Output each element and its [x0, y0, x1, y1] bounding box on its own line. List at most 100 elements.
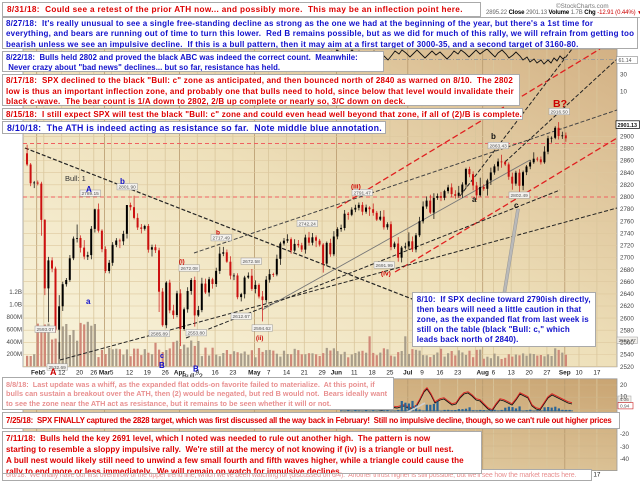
svg-text:9: 9: [420, 370, 424, 377]
svg-text:2760: 2760: [620, 218, 634, 225]
svg-text:26: 26: [90, 370, 98, 377]
svg-text:600M: 600M: [7, 326, 22, 333]
svg-text:6: 6: [492, 370, 496, 377]
svg-text:2540: 2540: [620, 352, 634, 359]
svg-text:1.0B: 1.0B: [9, 302, 22, 309]
svg-text:Sep: Sep: [559, 370, 571, 377]
svg-text:30: 30: [620, 72, 627, 79]
svg-text:-40: -40: [620, 456, 630, 463]
svg-text:2612.67: 2612.67: [233, 314, 251, 320]
svg-text:2801.90: 2801.90: [119, 185, 137, 191]
svg-text:400M: 400M: [7, 339, 22, 346]
svg-text:16: 16: [436, 370, 444, 377]
svg-text:2791.47: 2791.47: [354, 190, 372, 196]
svg-text:2820: 2820: [620, 182, 634, 189]
svg-text:May: May: [248, 370, 261, 377]
svg-text:Bull: 1: Bull: 1: [65, 174, 86, 183]
svg-text:b: b: [120, 177, 125, 186]
svg-text:25: 25: [386, 370, 394, 377]
svg-text:11: 11: [351, 370, 358, 377]
svg-text:A: A: [50, 367, 57, 377]
svg-text:a: a: [472, 195, 477, 204]
svg-text:2742.24: 2742.24: [299, 221, 317, 227]
svg-text:2802.49: 2802.49: [511, 193, 529, 199]
svg-text:(ii): (ii): [256, 336, 263, 342]
svg-text:2916.50: 2916.50: [551, 109, 569, 115]
svg-text:12: 12: [58, 370, 66, 377]
svg-text:2740: 2740: [620, 231, 634, 238]
svg-text:B: B: [193, 365, 199, 374]
svg-text:5: 5: [110, 370, 114, 377]
svg-text:Jul: Jul: [403, 370, 412, 377]
svg-text:2672.58: 2672.58: [243, 259, 261, 265]
svg-text:21: 21: [301, 370, 309, 377]
svg-text:12: 12: [126, 370, 134, 377]
svg-text:5: 5: [42, 370, 46, 377]
svg-text:-30: -30: [620, 444, 630, 451]
svg-text:A: A: [86, 185, 92, 194]
svg-text:23: 23: [454, 370, 462, 377]
svg-text:2789.15: 2789.15: [82, 191, 100, 197]
svg-text:2593.07: 2593.07: [37, 327, 55, 333]
svg-text:Mar: Mar: [99, 370, 111, 377]
svg-text:Jun: Jun: [331, 370, 342, 377]
svg-text:2594.62: 2594.62: [254, 326, 272, 332]
svg-text:Bull: 2: Bull: 2: [182, 372, 203, 381]
svg-text:c: c: [514, 201, 519, 210]
svg-text:-20: -20: [620, 431, 630, 438]
svg-text:1.2B: 1.2B: [9, 289, 22, 296]
svg-text:2520: 2520: [620, 364, 634, 371]
svg-text:2620: 2620: [620, 303, 634, 310]
svg-text:(i): (i): [179, 260, 185, 266]
svg-text:2840: 2840: [620, 170, 634, 177]
svg-text:2780: 2780: [620, 206, 634, 213]
svg-text:13: 13: [508, 370, 516, 377]
svg-text:23: 23: [229, 370, 237, 377]
svg-text:c: c: [160, 353, 164, 360]
svg-text:b: b: [491, 132, 496, 141]
svg-text:2585.89: 2585.89: [151, 331, 169, 337]
svg-text:2600: 2600: [620, 315, 634, 322]
svg-text:7: 7: [267, 370, 271, 377]
svg-text:2580: 2580: [620, 327, 634, 334]
svg-text:29: 29: [319, 370, 327, 377]
svg-text:(iii): (iii): [351, 184, 361, 191]
svg-text:2900: 2900: [620, 134, 634, 141]
svg-text:17: 17: [593, 370, 601, 377]
svg-text:10: 10: [620, 89, 627, 96]
svg-text:b: b: [216, 230, 220, 237]
svg-text:2680: 2680: [620, 267, 634, 274]
svg-text:2800: 2800: [620, 194, 634, 201]
svg-text:2672.08: 2672.08: [181, 266, 199, 272]
svg-text:2717.49: 2717.49: [213, 236, 231, 242]
svg-text:19: 19: [144, 370, 152, 377]
svg-text:2700: 2700: [620, 255, 634, 262]
svg-text:2560: 2560: [620, 340, 634, 347]
svg-text:0.94: 0.94: [620, 404, 630, 410]
svg-text:200M: 200M: [7, 351, 22, 358]
svg-text:2660: 2660: [620, 279, 634, 286]
svg-text:B: B: [159, 361, 165, 370]
svg-text:2880: 2880: [620, 146, 634, 153]
svg-text:2553.80: 2553.80: [188, 331, 206, 337]
svg-text:10: 10: [575, 370, 583, 377]
svg-text:17: 17: [593, 472, 601, 479]
svg-text:27: 27: [543, 370, 551, 377]
svg-text:Feb: Feb: [31, 370, 42, 377]
svg-text:2691.99: 2691.99: [376, 263, 394, 269]
svg-text:2720: 2720: [620, 243, 634, 250]
svg-text:Apr: Apr: [174, 370, 186, 377]
svg-text:a: a: [86, 297, 91, 306]
svg-text:800M: 800M: [7, 314, 22, 321]
svg-text:4.06: 4.06: [620, 397, 630, 403]
svg-text:2901.13: 2901.13: [618, 123, 638, 129]
svg-text:18: 18: [369, 370, 377, 377]
svg-text:16: 16: [212, 370, 220, 377]
svg-text:2552.77: 2552.77: [619, 338, 637, 344]
svg-text:B?: B?: [553, 98, 567, 110]
svg-text:20: 20: [526, 370, 534, 377]
svg-text:2640: 2640: [620, 291, 634, 298]
svg-text:61.14: 61.14: [619, 58, 632, 64]
svg-text:14: 14: [283, 370, 291, 377]
svg-text:9: 9: [196, 370, 200, 377]
